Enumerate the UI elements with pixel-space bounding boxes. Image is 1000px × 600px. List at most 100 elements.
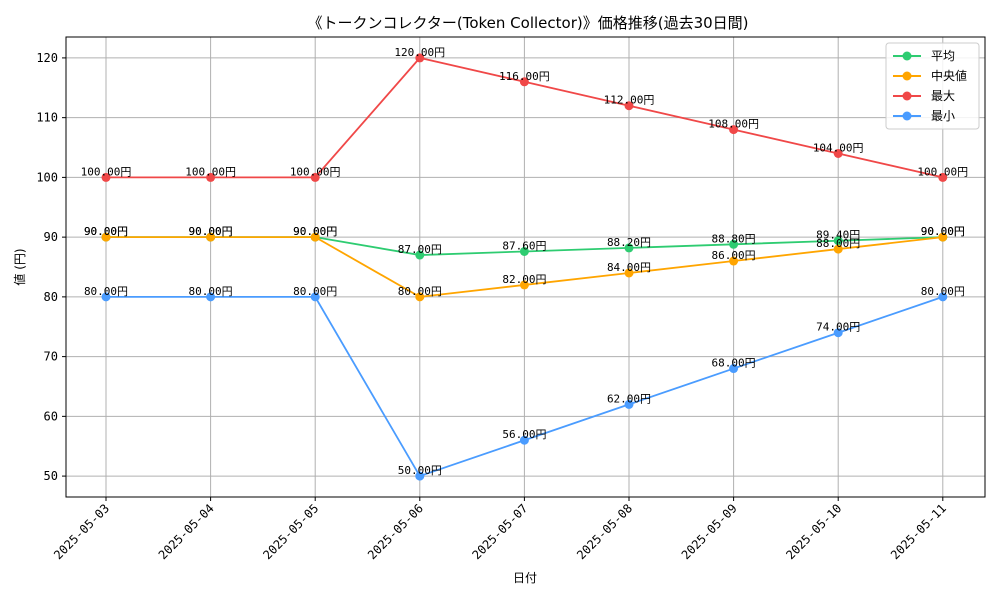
data-point — [206, 292, 216, 302]
data-point — [101, 172, 111, 182]
legend-swatch-marker — [902, 111, 912, 121]
chart-title: 《トークンコレクター(Token Collector)》価格推移(過去30日間) — [307, 14, 748, 32]
data-point — [310, 172, 320, 182]
data-label: 74.00円 — [816, 321, 860, 334]
legend-swatch-marker — [902, 51, 912, 61]
data-label: 108.00円 — [708, 118, 759, 131]
data-label: 80.00円 — [84, 285, 128, 298]
data-point — [938, 292, 948, 302]
x-tick-label: 2025-05-04 — [156, 501, 217, 562]
x-tick-label: 2025-05-10 — [783, 501, 844, 562]
data-label: 112.00円 — [604, 94, 655, 107]
data-point — [729, 364, 739, 374]
data-point — [415, 292, 425, 302]
x-tick-label: 2025-05-09 — [679, 501, 740, 562]
data-point — [519, 246, 529, 256]
y-tick-label: 110 — [36, 111, 58, 125]
data-label: 56.00円 — [502, 428, 546, 441]
data-point — [415, 250, 425, 260]
x-tick-label: 2025-05-08 — [574, 501, 635, 562]
y-tick-label: 100 — [36, 170, 58, 184]
data-label: 88.20円 — [607, 236, 651, 249]
x-tick-label: 2025-05-05 — [260, 501, 321, 562]
data-label: 68.00円 — [712, 357, 756, 370]
data-label: 90.00円 — [293, 225, 337, 238]
data-label: 104.00円 — [813, 141, 864, 154]
data-label: 100.00円 — [917, 165, 968, 178]
data-label: 87.60円 — [502, 239, 546, 252]
data-label: 80.00円 — [398, 285, 442, 298]
data-label: 90.00円 — [293, 225, 337, 238]
y-tick-label: 120 — [36, 51, 58, 65]
legend-swatch-marker — [902, 91, 912, 101]
data-point — [310, 232, 320, 242]
data-point — [624, 268, 634, 278]
data-label: 90.00円 — [189, 225, 233, 238]
y-axis-label: 値 (円) — [12, 248, 27, 285]
data-point — [519, 77, 529, 87]
data-point — [833, 244, 843, 254]
data-label: 90.00円 — [84, 225, 128, 238]
legend-label: 中央値 — [931, 68, 967, 83]
legend-swatch-marker — [902, 71, 912, 81]
data-point — [833, 148, 843, 158]
data-label: 90.00円 — [921, 225, 965, 238]
data-point — [206, 172, 216, 182]
legend-box — [885, 42, 980, 130]
y-tick-label: 90 — [44, 230, 58, 244]
x-tick-label: 2025-05-11 — [888, 501, 949, 562]
y-tick-label: 50 — [44, 469, 58, 483]
series-layer — [101, 53, 948, 481]
y-tick-label: 80 — [44, 290, 58, 304]
data-label: 100.00円 — [290, 165, 341, 178]
data-label: 120.00円 — [394, 46, 445, 59]
data-label: 88.00円 — [816, 237, 860, 250]
data-point — [833, 236, 843, 246]
data-label: 87.00円 — [398, 243, 442, 256]
data-point — [938, 172, 948, 182]
data-point — [519, 435, 529, 445]
data-label: 90.00円 — [921, 225, 965, 238]
data-point — [624, 243, 634, 253]
y-tick-label: 70 — [44, 350, 58, 364]
data-point — [415, 471, 425, 481]
data-point — [833, 328, 843, 338]
x-tick-label: 2025-05-03 — [51, 501, 112, 562]
data-point — [101, 292, 111, 302]
x-axis-label: 日付 — [513, 571, 537, 585]
plot-frame — [65, 36, 986, 498]
data-point — [624, 399, 634, 409]
data-label: 80.00円 — [921, 285, 965, 298]
data-label: 100.00円 — [185, 165, 236, 178]
data-point — [310, 292, 320, 302]
data-point — [206, 232, 216, 242]
x-tick-label: 2025-05-06 — [365, 501, 426, 562]
data-label: 116.00円 — [499, 70, 550, 83]
data-label: 82.00円 — [502, 273, 546, 286]
data-label: 90.00円 — [189, 225, 233, 238]
data-label: 89.40円 — [816, 229, 860, 242]
data-labels: 90.00円 90.00円 90.00円 87.00円 87.60円 88.20円 88.8… — [81, 46, 969, 477]
data-label: 62.00円 — [607, 392, 651, 405]
data-label: 84.00円 — [607, 261, 651, 274]
data-point — [624, 101, 634, 111]
y-axis-ticks: 50 60 70 80 90 100 110 120 — [36, 51, 66, 483]
legend-label: 平均 — [931, 49, 955, 63]
data-label: 100.00円 — [81, 165, 132, 178]
data-point — [938, 232, 948, 242]
data-label: 90.00円 — [84, 225, 128, 238]
x-tick-label: 2025-05-07 — [470, 501, 531, 562]
legend-label: 最大 — [931, 89, 955, 103]
data-label: 86.00円 — [712, 249, 756, 262]
data-label: 50.00円 — [398, 464, 442, 477]
data-point — [729, 239, 739, 249]
data-point — [729, 125, 739, 135]
x-axis-ticks: 2025-05-03 2025-05-04 2025-05-05 2025-05-06… — [51, 497, 949, 562]
data-point — [415, 53, 425, 63]
data-point — [519, 280, 529, 290]
data-point — [101, 232, 111, 242]
y-tick-label: 60 — [44, 409, 58, 423]
